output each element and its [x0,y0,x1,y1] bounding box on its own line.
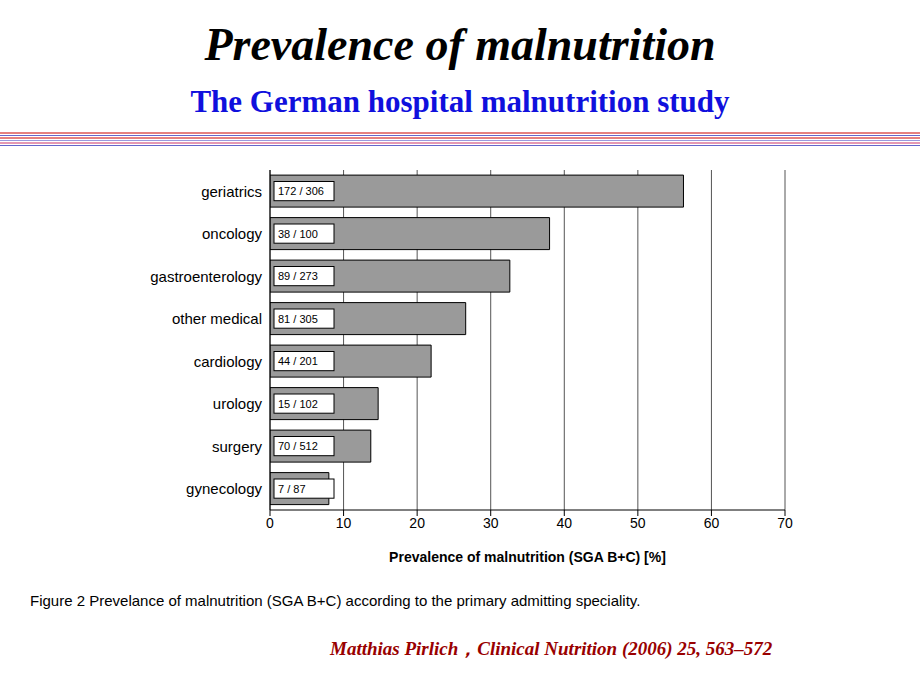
svg-text:20: 20 [409,515,425,531]
svg-text:40: 40 [556,515,572,531]
svg-text:other medical: other medical [172,310,262,327]
svg-text:89 / 273: 89 / 273 [278,270,318,282]
svg-text:gynecology: gynecology [186,480,262,497]
svg-text:70: 70 [777,515,793,531]
svg-text:Prevalence of malnutrition (SG: Prevalence of malnutrition (SGA B+C) [%] [389,549,666,565]
svg-text:gastroenterology: gastroenterology [150,268,262,285]
svg-text:60: 60 [704,515,720,531]
svg-text:10: 10 [336,515,352,531]
html-text:The German hospital malnutriti: The German hospital malnutrition study [190,84,730,119]
html-text:Figure 2 Prevelance of malnutr: Figure 2 Prevelance of malnutrition (SGA… [30,592,641,609]
svg-text:38 / 100: 38 / 100 [278,228,318,240]
svg-text:172 / 306: 172 / 306 [278,185,324,197]
svg-text:urology: urology [213,395,263,412]
svg-text:geriatrics: geriatrics [201,183,262,200]
html-text:Matthias Pirlich，Clinical Nutr: Matthias Pirlich，Clinical Nutrition (200… [330,638,773,659]
svg-text:oncology: oncology [202,225,263,242]
svg-text:50: 50 [630,515,646,531]
svg-text:30: 30 [483,515,499,531]
svg-text:15 / 102: 15 / 102 [278,398,318,410]
svg-text:44 / 201: 44 / 201 [278,355,318,367]
html-text:Prevalence of malnutrition: Prevalence of malnutrition [204,19,716,70]
svg-text:surgery: surgery [212,438,263,455]
svg-text:cardiology: cardiology [194,353,263,370]
svg-text:70 / 512: 70 / 512 [278,440,318,452]
svg-text:7 / 87: 7 / 87 [278,483,306,495]
svg-text:81 / 305: 81 / 305 [278,313,318,325]
svg-text:0: 0 [266,515,274,531]
